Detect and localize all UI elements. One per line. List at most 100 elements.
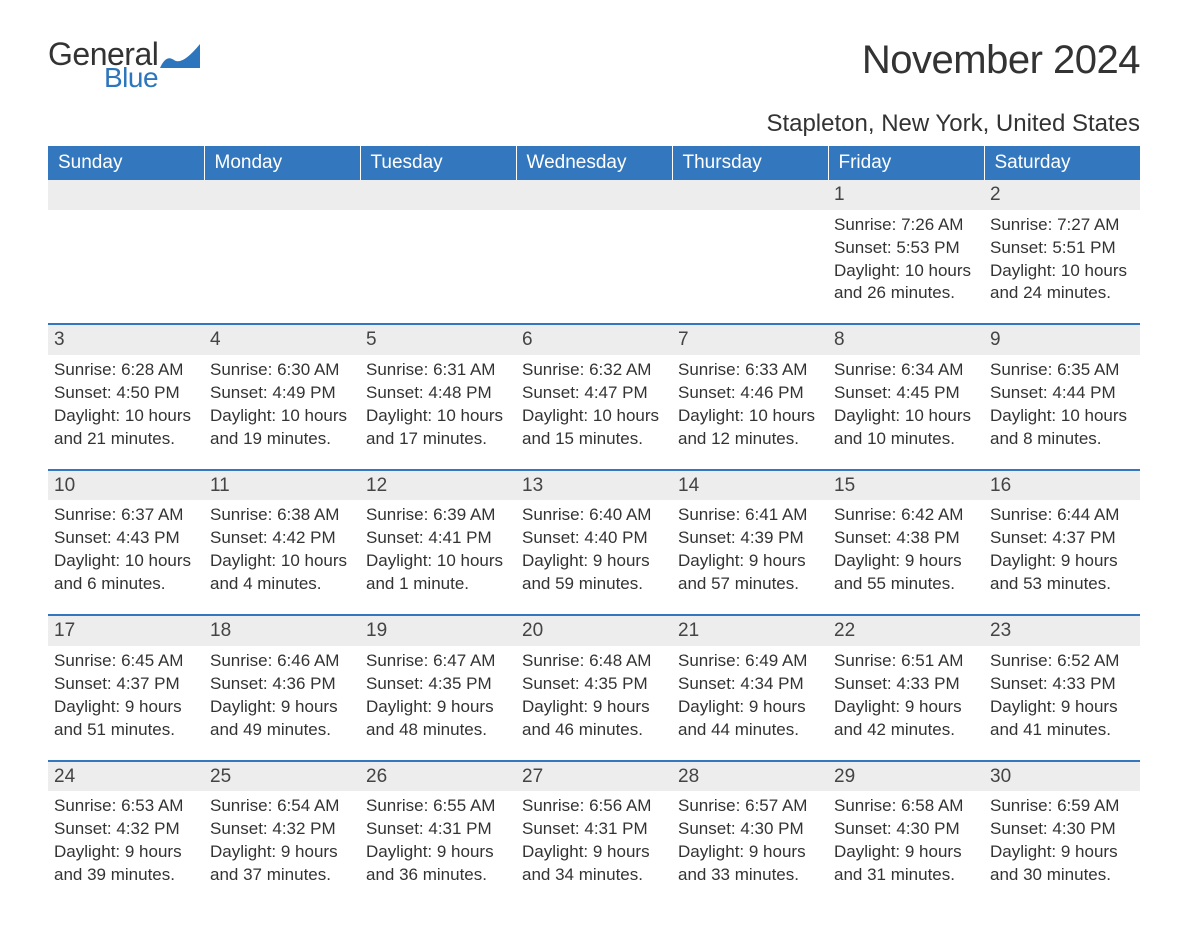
sunrise-line: Sunrise: 6:48 AM <box>522 650 664 673</box>
sunset-line: Sunset: 4:36 PM <box>210 673 352 696</box>
daylight-line-2: and 42 minutes. <box>834 719 976 742</box>
day-cell: 7Sunrise: 6:33 AMSunset: 4:46 PMDaylight… <box>672 323 828 450</box>
calendar-week: 17 Sunrise: 6:45 AMSunset: 4:37 PMDayligh… <box>48 614 1140 741</box>
day-cell: 15Sunrise: 6:42 AMSunset: 4:38 PMDayligh… <box>828 469 984 596</box>
day-cell: 13Sunrise: 6:40 AMSunset: 4:40 PMDayligh… <box>516 469 672 596</box>
col-thursday: Thursday <box>672 146 828 180</box>
calendar-table: Sunday Monday Tuesday Wednesday Thursday… <box>48 146 1140 887</box>
sunset-line: Sunset: 4:35 PM <box>366 673 508 696</box>
daylight-line-1: Daylight: 10 hours <box>834 260 976 283</box>
day-number: 8 <box>828 323 984 355</box>
day-cell <box>48 180 204 305</box>
day-details: Sunrise: 6:56 AMSunset: 4:31 PMDaylight:… <box>520 795 664 887</box>
day-details: Sunrise: 6:57 AMSunset: 4:30 PMDaylight:… <box>676 795 820 887</box>
day-details: Sunrise: 6:40 AMSunset: 4:40 PMDaylight:… <box>520 504 664 596</box>
daylight-line-2: and 51 minutes. <box>54 719 196 742</box>
day-cell: 30Sunrise: 6:59 AMSunset: 4:30 PMDayligh… <box>984 760 1140 887</box>
daylight-line-2: and 37 minutes. <box>210 864 352 887</box>
sunset-line: Sunset: 4:37 PM <box>54 673 196 696</box>
day-number <box>516 180 672 210</box>
day-cell <box>204 180 360 305</box>
day-details: Sunrise: 6:45 AMSunset: 4:37 PMDaylight:… <box>52 650 196 742</box>
day-details: Sunrise: 6:52 AMSunset: 4:33 PMDaylight:… <box>988 650 1132 742</box>
sunset-line: Sunset: 4:31 PM <box>522 818 664 841</box>
month-title: November 2024 <box>862 38 1140 83</box>
day-cell: 3Sunrise: 6:28 AMSunset: 4:50 PMDaylight… <box>48 323 204 450</box>
daylight-line-2: and 1 minute. <box>366 573 508 596</box>
day-details: Sunrise: 6:34 AMSunset: 4:45 PMDaylight:… <box>832 359 976 451</box>
day-details: Sunrise: 6:37 AMSunset: 4:43 PMDaylight:… <box>52 504 196 596</box>
sunrise-line: Sunrise: 6:38 AM <box>210 504 352 527</box>
day-number: 17 <box>48 614 204 646</box>
daylight-line-2: and 33 minutes. <box>678 864 820 887</box>
day-number: 27 <box>516 760 672 792</box>
day-number: 28 <box>672 760 828 792</box>
day-details: Sunrise: 6:58 AMSunset: 4:30 PMDaylight:… <box>832 795 976 887</box>
sunset-line: Sunset: 4:45 PM <box>834 382 976 405</box>
sunset-line: Sunset: 4:50 PM <box>54 382 196 405</box>
day-details: Sunrise: 6:51 AMSunset: 4:33 PMDaylight:… <box>832 650 976 742</box>
day-details: Sunrise: 6:42 AMSunset: 4:38 PMDaylight:… <box>832 504 976 596</box>
sunrise-line: Sunrise: 6:46 AM <box>210 650 352 673</box>
day-cell: 23 Sunrise: 6:52 AMSunset: 4:33 PMDayligh… <box>984 614 1140 741</box>
daylight-line-1: Daylight: 9 hours <box>210 841 352 864</box>
daylight-line-2: and 57 minutes. <box>678 573 820 596</box>
day-number: 3 <box>48 323 204 355</box>
day-cell: 11Sunrise: 6:38 AMSunset: 4:42 PMDayligh… <box>204 469 360 596</box>
sunset-line: Sunset: 4:47 PM <box>522 382 664 405</box>
day-number <box>360 180 516 210</box>
sunrise-line: Sunrise: 6:49 AM <box>678 650 820 673</box>
day-number: 29 <box>828 760 984 792</box>
day-number: 20 <box>516 614 672 646</box>
sunrise-line: Sunrise: 6:30 AM <box>210 359 352 382</box>
daylight-line-1: Daylight: 9 hours <box>834 696 976 719</box>
sunrise-line: Sunrise: 6:34 AM <box>834 359 976 382</box>
daylight-line-2: and 6 minutes. <box>54 573 196 596</box>
daylight-line-1: Daylight: 10 hours <box>678 405 820 428</box>
week-separator <box>48 596 1140 614</box>
sunset-line: Sunset: 4:31 PM <box>366 818 508 841</box>
day-details: Sunrise: 6:35 AMSunset: 4:44 PMDaylight:… <box>988 359 1132 451</box>
calendar-week: 10Sunrise: 6:37 AMSunset: 4:43 PMDayligh… <box>48 469 1140 596</box>
day-details: Sunrise: 6:47 AMSunset: 4:35 PMDaylight:… <box>364 650 508 742</box>
day-number: 5 <box>360 323 516 355</box>
daylight-line-2: and 4 minutes. <box>210 573 352 596</box>
col-monday: Monday <box>204 146 360 180</box>
col-wednesday: Wednesday <box>516 146 672 180</box>
day-cell: 16Sunrise: 6:44 AMSunset: 4:37 PMDayligh… <box>984 469 1140 596</box>
daylight-line-1: Daylight: 10 hours <box>210 405 352 428</box>
day-cell: 24Sunrise: 6:53 AMSunset: 4:32 PMDayligh… <box>48 760 204 887</box>
day-number: 2 <box>984 180 1140 210</box>
daylight-line-1: Daylight: 10 hours <box>366 405 508 428</box>
daylight-line-1: Daylight: 9 hours <box>522 550 664 573</box>
day-details: Sunrise: 7:27 AMSunset: 5:51 PMDaylight:… <box>988 214 1132 306</box>
day-cell <box>516 180 672 305</box>
sunset-line: Sunset: 4:37 PM <box>990 527 1132 550</box>
daylight-line-2: and 24 minutes. <box>990 282 1132 305</box>
daylight-line-2: and 15 minutes. <box>522 428 664 451</box>
day-number: 13 <box>516 469 672 501</box>
calendar-week: 24Sunrise: 6:53 AMSunset: 4:32 PMDayligh… <box>48 760 1140 887</box>
daylight-line-1: Daylight: 9 hours <box>990 841 1132 864</box>
daylight-line-2: and 41 minutes. <box>990 719 1132 742</box>
daylight-line-1: Daylight: 9 hours <box>990 696 1132 719</box>
day-details: Sunrise: 6:32 AMSunset: 4:47 PMDaylight:… <box>520 359 664 451</box>
day-cell: 14Sunrise: 6:41 AMSunset: 4:39 PMDayligh… <box>672 469 828 596</box>
week-separator <box>48 305 1140 323</box>
sunset-line: Sunset: 4:49 PM <box>210 382 352 405</box>
day-number: 23 <box>984 614 1140 646</box>
day-cell: 17 Sunrise: 6:45 AMSunset: 4:37 PMDayligh… <box>48 614 204 741</box>
sunset-line: Sunset: 4:46 PM <box>678 382 820 405</box>
logo-word-blue: Blue <box>104 64 158 92</box>
calendar-body: 1Sunrise: 7:26 AMSunset: 5:53 PMDaylight… <box>48 180 1140 887</box>
day-details: Sunrise: 6:30 AMSunset: 4:49 PMDaylight:… <box>208 359 352 451</box>
day-cell: 28Sunrise: 6:57 AMSunset: 4:30 PMDayligh… <box>672 760 828 887</box>
sunset-line: Sunset: 4:34 PM <box>678 673 820 696</box>
col-sunday: Sunday <box>48 146 204 180</box>
sunset-line: Sunset: 4:33 PM <box>990 673 1132 696</box>
daylight-line-1: Daylight: 9 hours <box>366 696 508 719</box>
day-number <box>48 180 204 210</box>
sunrise-line: Sunrise: 6:37 AM <box>54 504 196 527</box>
day-details: Sunrise: 6:38 AMSunset: 4:42 PMDaylight:… <box>208 504 352 596</box>
day-number <box>672 180 828 210</box>
